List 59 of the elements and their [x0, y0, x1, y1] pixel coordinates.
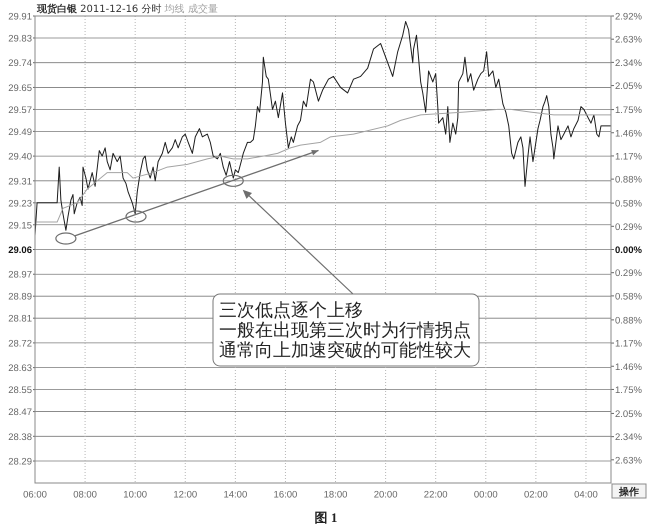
- x-tick-label: 14:00: [223, 490, 248, 501]
- y2-tick-label: 2.63%: [615, 455, 642, 466]
- x-tick-label: 02:00: [524, 490, 548, 501]
- caption: 图 1: [314, 510, 338, 525]
- y-tick-label: 28.29: [8, 456, 32, 468]
- y-tick-label: 29.57: [8, 104, 32, 116]
- y-tick-label: 29.06: [8, 245, 32, 256]
- y-tick-label: 28.38: [8, 432, 32, 443]
- y-tick-label: 29.15: [8, 220, 32, 232]
- y2-tick-label: 0.88%: [615, 315, 642, 326]
- line-series: [36, 108, 611, 223]
- x-tick-label: 16:00: [274, 490, 298, 501]
- x-tick-label: 04:00: [574, 490, 598, 501]
- x-tick-label: 00:00: [474, 490, 498, 501]
- y2-tick-label: 1.17%: [615, 151, 642, 162]
- x-tick-label: 06:00: [23, 490, 47, 501]
- y2-tick-label: 2.05%: [615, 81, 642, 92]
- text: 操作: [618, 486, 639, 498]
- y2-tick-label: 2.05%: [615, 408, 642, 420]
- y2-tick-label: 0.00%: [615, 245, 642, 256]
- annotation: 通常向上加速突破的可能性较大: [219, 340, 471, 360]
- x-tick-label: 22:00: [424, 490, 448, 501]
- y2-tick-label: 2.34%: [615, 58, 642, 69]
- y2-tick-label: 1.46%: [615, 128, 642, 140]
- y2-tick-label: 0.58%: [615, 198, 642, 210]
- y2-tick-label: 2.63%: [615, 34, 642, 46]
- y-tick-label: 28.89: [8, 292, 32, 303]
- y2-tick-label: 0.29%: [615, 222, 642, 233]
- y2-tick-label: 0.29%: [615, 268, 642, 280]
- y-tick-label: 29.83: [8, 33, 32, 44]
- x-tick-label: 20:00: [374, 490, 398, 501]
- y-tick-label: 29.91: [8, 12, 32, 22]
- y2-tick-label: 1.75%: [615, 105, 642, 116]
- annotation: 一般在出现第三次时为行情拐点: [219, 320, 471, 340]
- y-tick-label: 29.65: [8, 82, 32, 94]
- y-tick-label: 29.31: [8, 176, 32, 188]
- y-tick-label: 28.63: [8, 363, 32, 374]
- y2-tick-label: 2.92%: [615, 12, 642, 22]
- y-tick-label: 28.47: [8, 407, 32, 418]
- y2-tick-label: 1.75%: [615, 384, 642, 396]
- y-tick-label: 29.23: [8, 198, 32, 210]
- y2-tick-label: 1.46%: [615, 362, 642, 373]
- x-tick-label: 10:00: [123, 490, 148, 501]
- y-tick-label: 29.74: [8, 58, 32, 70]
- y-tick-label: 29.49: [8, 126, 32, 138]
- y-tick-label: 28.97: [8, 270, 32, 281]
- y2-tick-label: 2.34%: [615, 432, 642, 444]
- x-tick-label: 08:00: [73, 490, 97, 501]
- y-tick-label: 29.40: [8, 152, 32, 163]
- y2-tick-label: 0.88%: [615, 174, 642, 186]
- x-tick-label: 12:00: [173, 490, 198, 501]
- annotation: 三次低点逐个上移: [219, 300, 363, 320]
- y-tick-label: 28.81: [8, 314, 32, 325]
- y2-tick-label: 0.58%: [615, 291, 642, 302]
- y2-tick-label: 1.17%: [615, 338, 642, 350]
- y-tick-label: 28.72: [8, 338, 32, 350]
- y-tick-label: 28.55: [8, 385, 32, 396]
- x-tick-label: 18:00: [324, 490, 348, 501]
- chart-title: 现货白银 2011-12-16 分时 均线 成交量: [36, 3, 218, 15]
